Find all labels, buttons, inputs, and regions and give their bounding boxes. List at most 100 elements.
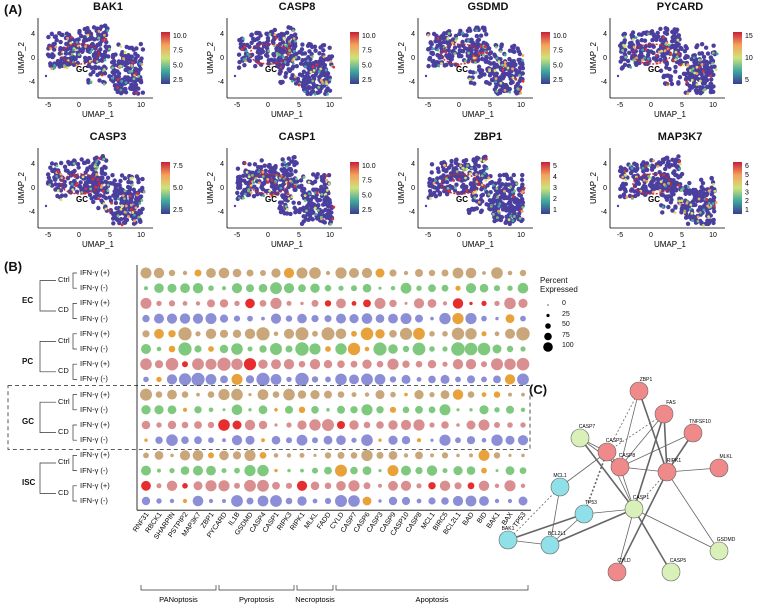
expression-dot	[154, 360, 164, 369]
expression-dot	[518, 298, 528, 308]
expression-dot	[153, 267, 165, 279]
condition-label: CD	[58, 366, 69, 376]
expression-dot	[309, 419, 321, 431]
expression-dot	[231, 495, 243, 507]
expression-dot	[387, 358, 399, 370]
colorbar-tick: 5.0	[173, 185, 183, 192]
expression-dot	[166, 313, 178, 324]
y-tick: 4	[31, 161, 35, 168]
colorbar	[733, 32, 742, 84]
expression-dot	[324, 284, 332, 292]
expression-dot	[362, 496, 372, 506]
expression-dot	[350, 406, 358, 414]
expression-dot	[258, 283, 268, 293]
network-edge	[633, 413, 665, 510]
expression-dot	[361, 449, 373, 462]
expression-dot	[246, 269, 254, 277]
expression-dot	[312, 467, 318, 474]
expression-dot	[295, 342, 309, 356]
expression-dot	[429, 422, 435, 428]
expression-dot	[274, 423, 278, 427]
expression-dot	[400, 282, 412, 294]
umap-cells	[424, 25, 526, 96]
expression-dot	[140, 297, 152, 309]
colorbar-tick: 4	[553, 174, 557, 181]
expression-dot	[388, 435, 398, 445]
expression-dot	[494, 498, 500, 504]
network-node	[661, 562, 681, 582]
x-tick: 0	[266, 102, 270, 109]
condition-label: CD	[58, 427, 69, 436]
expression-dot	[439, 434, 451, 446]
network-edge	[549, 486, 561, 546]
expression-dot	[521, 392, 525, 397]
expression-dot	[388, 496, 398, 506]
expression-dot	[273, 453, 279, 458]
expression-dot	[516, 357, 530, 371]
expression-dot	[452, 267, 464, 279]
expression-dot	[452, 359, 464, 370]
umap-title: ZBP1	[473, 131, 503, 143]
expression-dot	[283, 283, 295, 294]
colorbar-tick: 2.5	[173, 77, 183, 84]
network-edge	[663, 413, 668, 473]
expression-dot	[478, 419, 490, 431]
colorbar	[733, 162, 742, 214]
expression-dot	[270, 343, 282, 355]
expression-dot	[257, 479, 269, 492]
cell-type-label: PC	[22, 356, 34, 366]
expression-dot	[234, 482, 240, 489]
y-axis-label: UMAP_2	[398, 41, 406, 74]
expression-dot	[325, 270, 331, 276]
umap-cells	[233, 154, 336, 227]
expression-dot	[517, 282, 529, 294]
expression-dot	[403, 453, 409, 458]
expression-dot	[218, 419, 230, 431]
y-tick: -4	[218, 79, 224, 86]
expression-dot	[141, 480, 151, 491]
expression-dot	[507, 498, 513, 504]
expression-dot	[270, 282, 282, 295]
expression-dot	[351, 392, 357, 398]
expression-dot	[192, 313, 204, 324]
expression-dot	[193, 481, 203, 491]
expression-dot	[309, 359, 321, 370]
expression-dot	[349, 420, 359, 430]
expression-dot	[400, 313, 412, 325]
expression-dot	[494, 300, 500, 307]
expression-dot	[179, 313, 191, 324]
expression-dot	[154, 405, 164, 415]
expression-dot	[518, 496, 528, 506]
expression-dot	[506, 405, 514, 414]
expression-dot	[295, 372, 309, 387]
expression-dot	[403, 270, 409, 276]
legend-title: Percent Expressed	[540, 276, 578, 294]
expression-dot	[232, 268, 242, 278]
expression-dot	[324, 497, 332, 505]
x-tick: 0	[649, 102, 653, 109]
expression-dot	[257, 495, 269, 507]
expression-dot	[349, 268, 359, 278]
expression-dot	[493, 391, 501, 398]
category-label: PANoptosis	[159, 595, 198, 604]
expression-dot	[156, 376, 162, 383]
expression-dot	[413, 327, 425, 340]
expression-dot	[141, 496, 151, 506]
colorbar-tick: 10.0	[553, 33, 567, 40]
panel-c-label: (C)	[529, 382, 548, 397]
expression-dot	[375, 390, 385, 400]
network-node-label: BCL2L1	[548, 531, 566, 537]
expression-dot	[231, 404, 243, 416]
colorbar-tick: 6	[745, 163, 749, 170]
expression-dot	[261, 316, 265, 321]
expression-dot	[285, 345, 293, 353]
expression-dot	[504, 480, 516, 492]
expression-dot	[231, 388, 243, 401]
expression-dot	[361, 313, 373, 324]
expression-dot	[401, 496, 411, 506]
condition-label: CD	[58, 487, 69, 497]
network-node-label: MCL1	[553, 473, 567, 479]
